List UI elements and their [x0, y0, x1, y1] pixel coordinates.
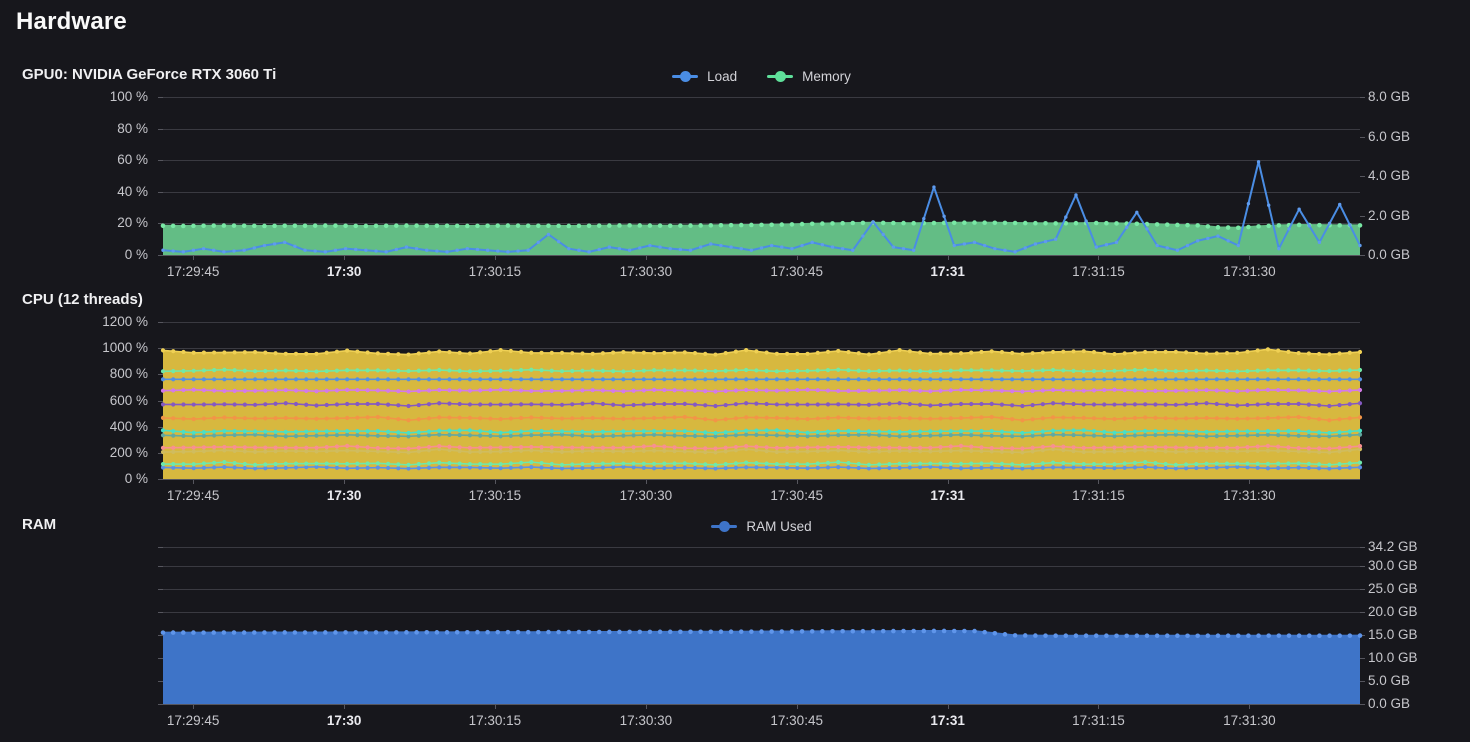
- gpu-ytick-right: 0.0 GB: [1368, 247, 1411, 262]
- cpu-ytick-left: 800 %: [109, 366, 148, 382]
- cpu-xtick: 17:31: [930, 488, 965, 503]
- cpu-chart-plot[interactable]: [150, 318, 1370, 487]
- gpu-ytick-left: 0 %: [124, 247, 148, 262]
- cpu-ytick-left: 400 %: [109, 418, 148, 434]
- cpu-xtick: 17:30:30: [619, 488, 673, 503]
- ram-xtick: 17:31:15: [1072, 713, 1125, 728]
- legend-item-load[interactable]: Load: [672, 69, 737, 84]
- gpu-xtick: 17:30: [326, 264, 362, 279]
- gpu-ytick-right: 6.0 GB: [1368, 128, 1411, 144]
- cpu-ytick-left: 1200 %: [102, 314, 148, 329]
- ram-xtick: 17:30:45: [770, 713, 823, 728]
- gpu-chart-title: GPU0: NVIDIA GeForce RTX 3060 Ti: [22, 66, 277, 83]
- legend-label: Memory: [802, 68, 851, 84]
- ram-ytick-right: 25.0 GB: [1368, 581, 1418, 597]
- legend-label: RAM Used: [746, 518, 812, 534]
- ram-xtick: 17:30:15: [468, 713, 522, 728]
- gpu-xtick: 17:31: [930, 264, 965, 279]
- ram-canvas[interactable]: [150, 543, 1370, 712]
- cpu-xtick: 17:30:15: [468, 488, 522, 503]
- ram-ytick-right: 0.0 GB: [1368, 696, 1411, 711]
- ram-chart-title: RAM: [22, 516, 57, 533]
- gpu-xtick: 17:30:15: [468, 264, 522, 279]
- ram-ytick-right: 30.0 GB: [1368, 558, 1418, 574]
- gpu-xtick: 17:29:45: [166, 264, 220, 279]
- ram-ytick-right: 20.0 GB: [1368, 604, 1418, 620]
- gpu-xtick: 17:30:30: [619, 264, 673, 279]
- gpu-ytick-right: 2.0 GB: [1368, 207, 1411, 223]
- gpu-ytick-left: 80 %: [117, 120, 148, 136]
- gpu-ytick-left: 60 %: [117, 152, 148, 168]
- ram-ytick-right: 34.2 GB: [1368, 539, 1418, 554]
- cpu-ytick-left: 200 %: [109, 444, 148, 460]
- cpu-ytick-left: 0 %: [124, 471, 148, 486]
- ram-ytick-right: 5.0 GB: [1368, 673, 1411, 689]
- gpu-xtick: 17:30:45: [770, 264, 823, 279]
- gpu-chart-plot[interactable]: [150, 93, 1370, 263]
- ram-ytick-right: 10.0 GB: [1368, 650, 1418, 666]
- gpu-canvas[interactable]: [150, 93, 1370, 263]
- cpu-xtick: 17:30: [326, 488, 362, 503]
- legend-marker-icon: [711, 520, 738, 532]
- cpu-xtick: 17:31:30: [1223, 488, 1276, 503]
- ram-xtick: 17:30: [326, 713, 362, 728]
- cpu-xtick: 17:31:15: [1072, 488, 1125, 503]
- cpu-ytick-left: 600 %: [109, 392, 148, 408]
- legend-item-memory[interactable]: Memory: [767, 69, 851, 84]
- cpu-chart-title: CPU (12 threads): [22, 291, 143, 308]
- cpu-xtick: 17:29:45: [166, 488, 220, 503]
- gpu-ytick-left: 20 %: [117, 215, 148, 231]
- gpu-ytick-right: 4.0 GB: [1368, 168, 1411, 183]
- cpu-xtick: 17:30:45: [770, 488, 823, 503]
- gpu-xtick: 17:31:15: [1072, 264, 1125, 279]
- gpu-ytick-left: 40 %: [117, 183, 148, 199]
- ram-chart-plot[interactable]: [150, 543, 1370, 712]
- page-title: Hardware: [16, 8, 127, 35]
- gpu-xtick: 17:31:30: [1223, 264, 1276, 279]
- legend-label: Load: [707, 68, 738, 84]
- cpu-canvas[interactable]: [150, 318, 1370, 487]
- legend-item-ram-used[interactable]: RAM Used: [711, 518, 812, 534]
- gpu-ytick-right: 8.0 GB: [1368, 89, 1411, 104]
- legend-marker-icon: [767, 70, 794, 82]
- ram-xtick: 17:30:30: [619, 713, 673, 728]
- ram-legend: RAM Used: [163, 516, 1360, 536]
- ram-xtick: 17:31:30: [1223, 713, 1276, 728]
- gpu-ytick-left: 100 %: [109, 89, 148, 104]
- ram-xtick: 17:31: [930, 713, 965, 728]
- legend-marker-icon: [672, 70, 699, 82]
- ram-xtick: 17:29:45: [166, 713, 220, 728]
- gpu-legend: Load Memory: [163, 66, 1360, 86]
- ram-ytick-right: 15.0 GB: [1368, 627, 1418, 643]
- cpu-ytick-left: 1000 %: [102, 340, 148, 356]
